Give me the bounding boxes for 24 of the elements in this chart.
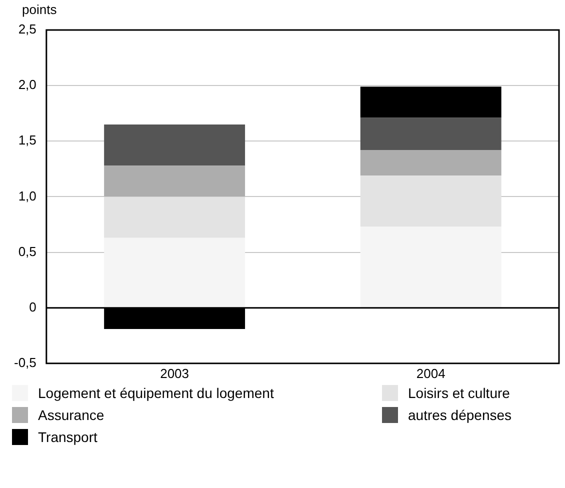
legend-label: autres dépenses: [408, 407, 512, 423]
y-tick-label: 2,5: [18, 22, 36, 37]
legend-label: Transport: [38, 429, 98, 445]
bar: [104, 238, 246, 308]
legend-label: Logement et équipement du logement: [38, 385, 274, 401]
bar: [360, 150, 502, 176]
y-tick-label: 1,0: [18, 188, 36, 204]
legend-label: Assurance: [38, 407, 104, 423]
y-tick-label: 2,0: [18, 77, 36, 92]
bar: [104, 196, 246, 238]
y-axis-title: points: [22, 2, 58, 18]
y-tick-label: 0: [29, 299, 36, 314]
bar: [360, 86, 502, 118]
bar: [360, 226, 502, 308]
y-tick-label: 1,5: [18, 132, 36, 148]
x-tick-label: 2003: [160, 366, 190, 381]
bar: [104, 166, 246, 197]
y-tick-label: 0,5: [18, 244, 36, 259]
bar: [360, 118, 502, 150]
x-tick-label: 2004: [416, 366, 446, 381]
y-tick-label: -0,5: [14, 354, 36, 370]
bar: [104, 124, 246, 166]
bar: [360, 176, 502, 227]
legend-label: Loisirs et culture: [408, 385, 510, 401]
